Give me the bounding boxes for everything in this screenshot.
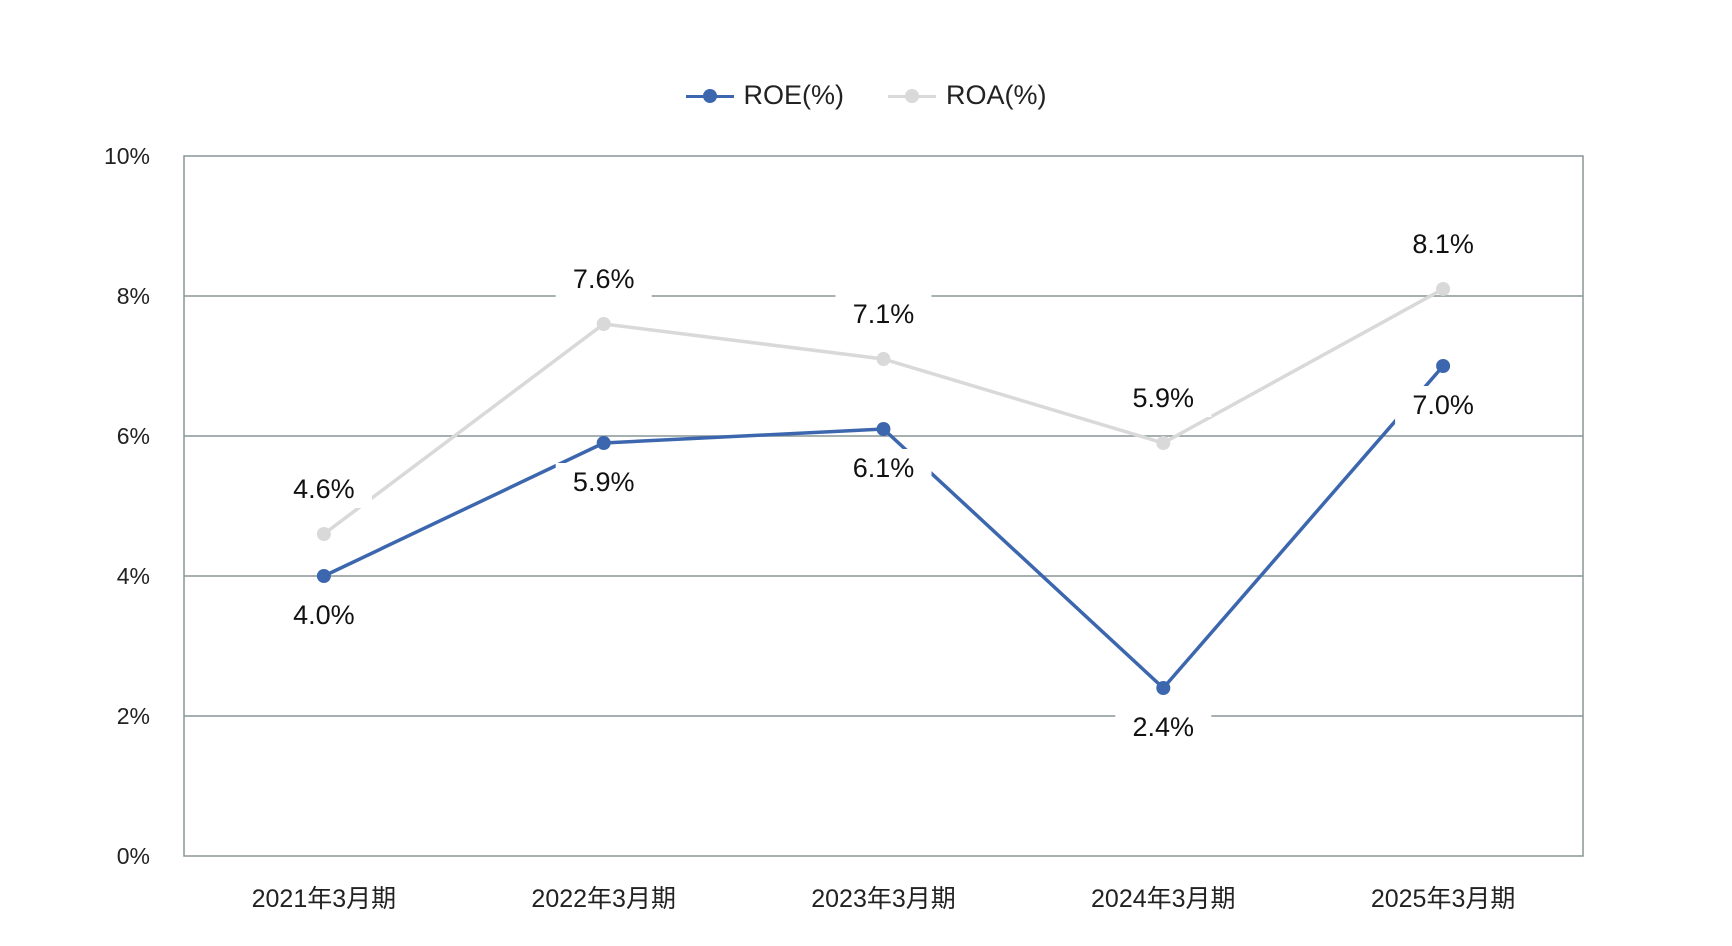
data-label-roa: 8.1% — [1412, 229, 1474, 259]
data-point-roa — [596, 317, 611, 331]
legend-label-roa: ROA(%) — [946, 80, 1047, 110]
data-point-roe — [1156, 681, 1171, 695]
data-label-roa: 4.6% — [293, 474, 355, 504]
y-tick-label: 8% — [117, 283, 150, 309]
data-label-bg — [1115, 708, 1212, 746]
legend-item-roa: ROA(%) — [888, 80, 1047, 111]
y-tick-label: 4% — [117, 563, 150, 589]
y-tick-label: 2% — [117, 703, 150, 729]
data-label-roa: 7.1% — [853, 299, 915, 329]
data-label-bg — [835, 449, 932, 487]
data-label-roe: 2.4% — [1133, 712, 1195, 742]
y-tick-label: 10% — [104, 143, 150, 169]
data-point-roa — [316, 527, 331, 541]
legend-item-roe: ROE(%) — [685, 80, 845, 111]
data-point-roe — [596, 436, 611, 450]
x-tick-label: 2025年3月期 — [1371, 885, 1516, 913]
data-label-roa: 5.9% — [1133, 383, 1195, 413]
plot-border — [183, 155, 1584, 857]
data-label-roe: 7.0% — [1412, 390, 1474, 420]
y-tick-label: 6% — [117, 423, 150, 449]
x-tick-label: 2021年3月期 — [252, 885, 397, 913]
data-label-bg — [1395, 386, 1492, 424]
data-point-roa — [1436, 282, 1451, 296]
data-label-bg — [275, 470, 372, 508]
data-point-roe — [1436, 359, 1451, 373]
x-tick-label: 2023年3月期 — [811, 885, 956, 913]
x-tick-label: 2022年3月期 — [531, 885, 676, 913]
data-label-bg — [555, 463, 652, 501]
data-label-roe: 4.0% — [293, 600, 355, 630]
data-label-bg — [555, 260, 652, 298]
data-label-roe: 6.1% — [853, 453, 915, 483]
data-label-roa: 7.6% — [573, 264, 635, 294]
data-point-roa — [1156, 436, 1171, 450]
x-tick-label: 2024年3月期 — [1091, 885, 1236, 913]
data-label-bg — [835, 295, 932, 333]
data-point-roa — [876, 352, 891, 366]
data-label-bg — [1395, 225, 1492, 263]
data-point-roe — [316, 569, 331, 583]
y-tick-label: 0% — [117, 843, 150, 869]
data-label-roe: 5.9% — [573, 467, 635, 497]
data-label-bg — [275, 596, 372, 634]
legend-label-roe: ROE(%) — [743, 80, 845, 110]
legend-swatch-roe — [685, 86, 734, 106]
data-point-roe — [876, 422, 891, 436]
series-line-roe — [323, 364, 1445, 691]
legend: ROE(%) ROA(%) — [0, 80, 1732, 111]
legend-swatch-roa — [888, 86, 936, 106]
data-label-bg — [1115, 379, 1212, 417]
